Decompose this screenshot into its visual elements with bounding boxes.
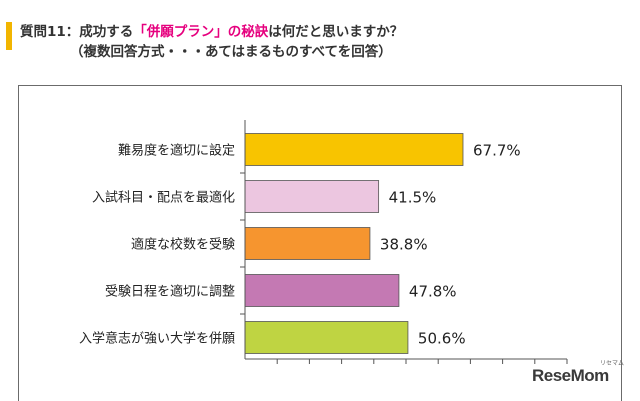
chart-panel: 難易度を適切に設定 67.7% 入試科目・配点を最適化 41.5% 適度な校数を受験 38… xyxy=(18,85,622,401)
bar-chart: 難易度を適切に設定 67.7% 入試科目・配点を最適化 41.5% 適度な校数を受験 38… xyxy=(79,120,568,364)
resemom-logo: ReseMom xyxy=(532,366,609,385)
category-label-5: 入学意志が強い大学を併願 xyxy=(79,331,235,347)
category-label-4: 受験日程を適切に調整 xyxy=(105,284,235,300)
bar-5 xyxy=(244,321,409,354)
resemom-logo-sub: リセマム xyxy=(600,360,625,367)
value-label-3: 38.8% xyxy=(380,236,428,254)
question-title: 質問11：成功する「併願プラン」の秘訣は何だと思いますか？ xyxy=(20,20,403,40)
title-suffix: は何だと思いますか？ xyxy=(268,24,404,40)
title-highlight: 「併願プラン」の秘訣 xyxy=(133,24,269,40)
value-label-2: 41.5% xyxy=(389,189,437,207)
category-label-1: 難易度を適切に設定 xyxy=(118,143,235,159)
bar-1 xyxy=(244,133,464,166)
bar-2 xyxy=(244,180,380,213)
category-label-3: 適度な校数を受験 xyxy=(131,237,235,253)
value-label-4: 47.8% xyxy=(409,283,457,301)
category-label-2: 入試科目・配点を最適化 xyxy=(92,190,235,206)
question-header: 質問11：成功する「併願プラン」の秘訣は何だと思いますか？ （複数回答方式・・・… xyxy=(0,0,640,64)
header-accent-bar xyxy=(6,22,12,50)
question-subtitle: （複数回答方式・・・あてはまるものすべてを回答） xyxy=(70,44,392,60)
title-prefix: 質問11：成功する xyxy=(20,24,134,40)
bar-4 xyxy=(244,274,400,307)
value-label-1: 67.7% xyxy=(473,142,521,160)
value-label-5: 50.6% xyxy=(418,330,466,348)
bar-3 xyxy=(244,227,371,260)
